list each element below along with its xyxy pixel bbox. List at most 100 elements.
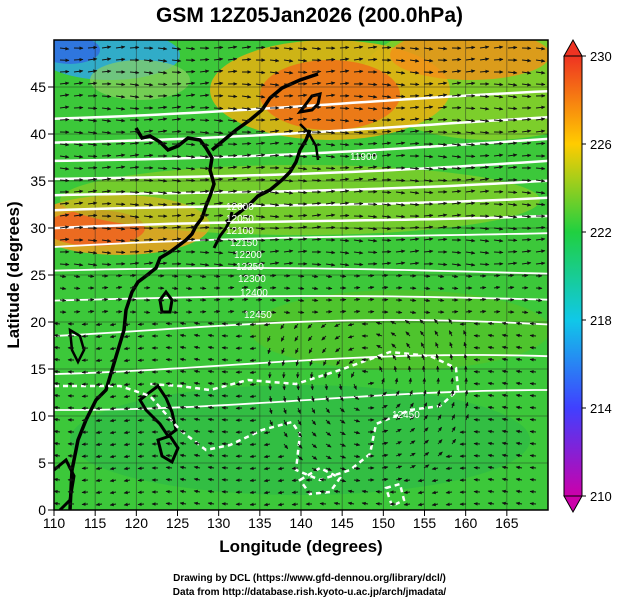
wind-arrow [435,353,440,361]
wind-arrow [325,431,332,436]
wind-arrow [95,370,103,375]
wind-arrow [255,45,266,50]
wind-arrow [463,330,467,337]
wind-arrow [535,190,546,195]
credit-line-data: Data from http://database.rish.kyoto-u.a… [172,587,447,598]
wind-arrow [409,427,416,433]
wind-arrow [339,419,346,424]
wind-arrow [101,165,112,170]
wind-arrow [515,501,523,506]
wind-arrow [171,310,179,315]
wind-arrow [179,477,187,482]
wind-arrow [263,502,271,507]
wind-arrow [535,298,543,303]
wind-arrow [395,261,406,265]
wind-arrow [137,502,145,507]
wind-arrow [376,344,383,349]
wind-arrow [277,454,285,459]
colorbar-rect [563,55,583,497]
wind-arrow [445,454,453,459]
x-tick-label: 115 [84,515,107,531]
wind-arrow [277,478,285,483]
wind-arrow [403,502,411,507]
wind-arrow [267,347,271,355]
wind-arrow [207,477,215,482]
wind-arrow [165,405,173,410]
wind-arrow [529,453,537,458]
wind-arrow [87,238,98,243]
x-tick-label: 125 [166,515,190,531]
wind-arrow [353,250,364,255]
wind-arrow [143,273,151,278]
wind-arrow [207,345,215,350]
wind-arrow [395,465,403,469]
wind-arrow [101,189,112,194]
wind-arrow [521,94,532,99]
wind-arrow [137,454,145,459]
wind-arrow [123,430,131,435]
wind-arrow [255,141,266,146]
wind-arrow [423,213,434,218]
wind-arrow [311,262,322,267]
wind-arrow [395,403,401,409]
wind-arrow [405,331,411,337]
wind-arrow [241,82,252,87]
wind-arrow [319,501,327,506]
contour-label: 12000 [226,202,254,213]
wind-arrow [353,130,364,135]
wind-arrow [450,389,455,397]
wind-arrow [479,130,490,135]
wind-arrow [109,406,117,411]
wind-arrow [409,178,420,183]
wind-arrow [213,201,224,206]
wind-arrow [521,71,532,75]
wind-arrow [193,321,201,326]
wind-arrow [199,225,210,230]
wind-arrow [535,249,546,253]
credit-line-dcl: Drawing by DCL (https://www.gfd-dennou.o… [173,573,446,584]
wind-arrow [213,309,221,314]
wind-arrow [449,353,454,361]
wind-arrow [451,250,462,255]
wind-arrow [283,46,294,51]
wind-arrow [185,298,193,303]
wind-arrow [199,213,210,218]
wind-arrow [451,143,462,147]
wind-arrow [395,178,406,183]
wind-arrow [311,431,317,437]
wind-arrow [367,57,378,62]
wind-arrow [325,395,329,402]
wind-arrow [465,274,473,278]
wind-arrow [241,153,252,158]
wind-arrow [323,371,328,379]
wind-arrow [277,466,285,471]
wind-arrow [395,58,406,63]
wind-arrow [95,442,103,447]
wind-arrow [501,393,509,398]
wind-arrow [353,430,361,435]
wind-arrow [381,70,392,75]
wind-arrow [307,323,313,329]
contour-label: 12150 [230,238,258,249]
wind-arrow [493,118,504,123]
wind-arrow [123,346,131,351]
wind-arrow [451,81,462,85]
wind-arrow [199,262,210,267]
wind-arrow [283,82,294,87]
wind-arrow [338,383,343,391]
wind-arrow [129,153,140,157]
wind-arrow [535,70,546,75]
wind-arrow [207,489,215,494]
wind-arrow [501,429,509,434]
x-tick-label: 145 [330,515,354,531]
wind-arrow [137,394,145,399]
wind-arrow [325,225,336,230]
wind-arrow [283,419,288,426]
wind-arrow [199,69,210,74]
wind-arrow [269,129,280,134]
wind-arrow [157,202,168,207]
wind-arrow [381,82,392,87]
wind-arrow [381,377,385,385]
wind-arrow [267,335,271,342]
wind-arrow [269,58,280,63]
